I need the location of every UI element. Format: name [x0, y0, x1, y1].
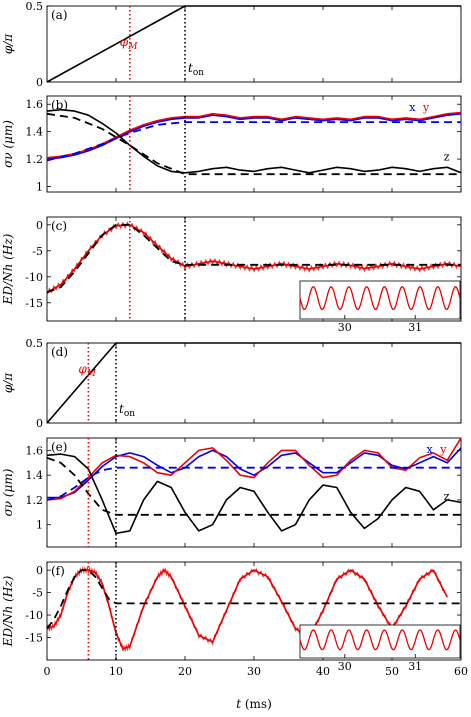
series-annotation-z: z — [444, 490, 450, 503]
ton-label: ton — [119, 402, 135, 419]
panel-label: (d) — [51, 345, 68, 359]
series-line-xy-target — [46, 121, 461, 162]
series-line-xy-target — [46, 466, 461, 501]
panel-label: (a) — [51, 8, 68, 22]
x-tick-label: 10 — [109, 665, 123, 678]
y-tick-label: -10 — [25, 609, 43, 622]
y-tick-label: 1.4 — [26, 126, 44, 139]
series-line-phi — [46, 5, 461, 83]
y-tick-label: 1 — [36, 519, 43, 532]
inset-plot: 30 31 — [299, 280, 461, 334]
y-tick-label: -15 — [25, 297, 43, 310]
inset-tick-label: 31 — [408, 660, 422, 673]
axes-frame — [46, 342, 462, 424]
series-line-x — [47, 447, 462, 499]
y-tick-label: 1.2 — [26, 153, 44, 166]
series-line-x — [46, 113, 462, 160]
inset-plot: 30 31 — [299, 624, 461, 673]
inset-series-line — [299, 285, 461, 311]
y-axis-label: φ/π — [1, 372, 15, 393]
axes-frame — [46, 95, 462, 193]
y-tick-label: 0.5 — [26, 337, 44, 350]
y-tick-label: 1.2 — [26, 494, 44, 507]
x-axis-label: t (ms) — [236, 697, 272, 711]
phiM-label: φM — [120, 35, 138, 52]
series-line-ED-target — [46, 223, 461, 294]
panel-label: (e) — [51, 440, 67, 454]
y-axis-label: σν (μm) — [1, 120, 15, 168]
panel-b: 1 1.2 1.4 1.6 σν (μm) (b) — [1, 95, 462, 194]
y-axis-label: φ/π — [1, 33, 15, 54]
y-tick-label: 0.5 — [26, 0, 44, 13]
y-tick-label: 0 — [36, 219, 43, 232]
y-axis-label: σν (μm) — [1, 468, 15, 516]
panel-e: 1 1.2 1.4 1.6 σν (μm) (e) — [1, 437, 462, 548]
series-annotation-y: y — [439, 443, 447, 456]
y-tick-label: 0 — [36, 417, 43, 430]
series-line-ED-target — [46, 569, 461, 630]
panel-label: (c) — [51, 219, 67, 233]
panel-c: 0 -5 -10 -15 ED/Nh (Hz) (c) — [1, 216, 462, 322]
panel-label: (b) — [51, 98, 68, 112]
y-tick-label: -5 — [32, 587, 43, 600]
x-tick-label: 0 — [44, 665, 51, 678]
series-line-phi — [46, 342, 461, 424]
y-axis-label: ED/Nh (Hz) — [1, 575, 15, 647]
series-oscillation — [46, 221, 460, 295]
x-tick-label: 20 — [178, 665, 192, 678]
inset-series-line — [299, 629, 461, 651]
inset-tick-label: 30 — [338, 660, 352, 673]
y-tick-label: 1.4 — [26, 469, 44, 482]
series-line-y — [46, 111, 462, 159]
axes-frame — [46, 5, 462, 83]
y-tick-label: 1 — [36, 181, 43, 194]
y-axis-label: ED/Nh (Hz) — [1, 233, 15, 305]
inset-tick-label: 31 — [408, 321, 422, 334]
panel-label: (f) — [51, 564, 65, 578]
x-tick-label: 40 — [316, 665, 330, 678]
series-annotation-y: y — [422, 101, 430, 114]
series-annotation-x: x — [427, 443, 434, 456]
y-tick-label: 0 — [36, 564, 43, 577]
y-tick-label: 1.6 — [26, 444, 44, 457]
series-annotation-z: z — [444, 150, 450, 163]
y-tick-label: 1.6 — [26, 98, 44, 111]
x-tick-label: 30 — [247, 665, 261, 678]
series-annotation-x: x — [409, 101, 416, 114]
series-line-z-target — [46, 112, 461, 176]
y-tick-label: -15 — [25, 632, 43, 645]
y-tick-label: 0 — [36, 76, 43, 89]
y-tick-label: -10 — [25, 271, 43, 284]
phiM-label: φM — [78, 362, 96, 379]
x-tick-label: 50 — [385, 665, 399, 678]
inset-tick-label: 30 — [338, 321, 352, 334]
x-tick-label: 60 — [454, 665, 468, 678]
panel-d: 0 0.5 φ/π (d) — [1, 337, 462, 430]
series-line-z — [46, 108, 462, 174]
ton-label: ton — [188, 61, 204, 78]
y-tick-label: -5 — [32, 245, 43, 258]
series-line-z — [46, 453, 462, 535]
panel-a: 0 0.5 φ/π (a) — [1, 0, 462, 89]
